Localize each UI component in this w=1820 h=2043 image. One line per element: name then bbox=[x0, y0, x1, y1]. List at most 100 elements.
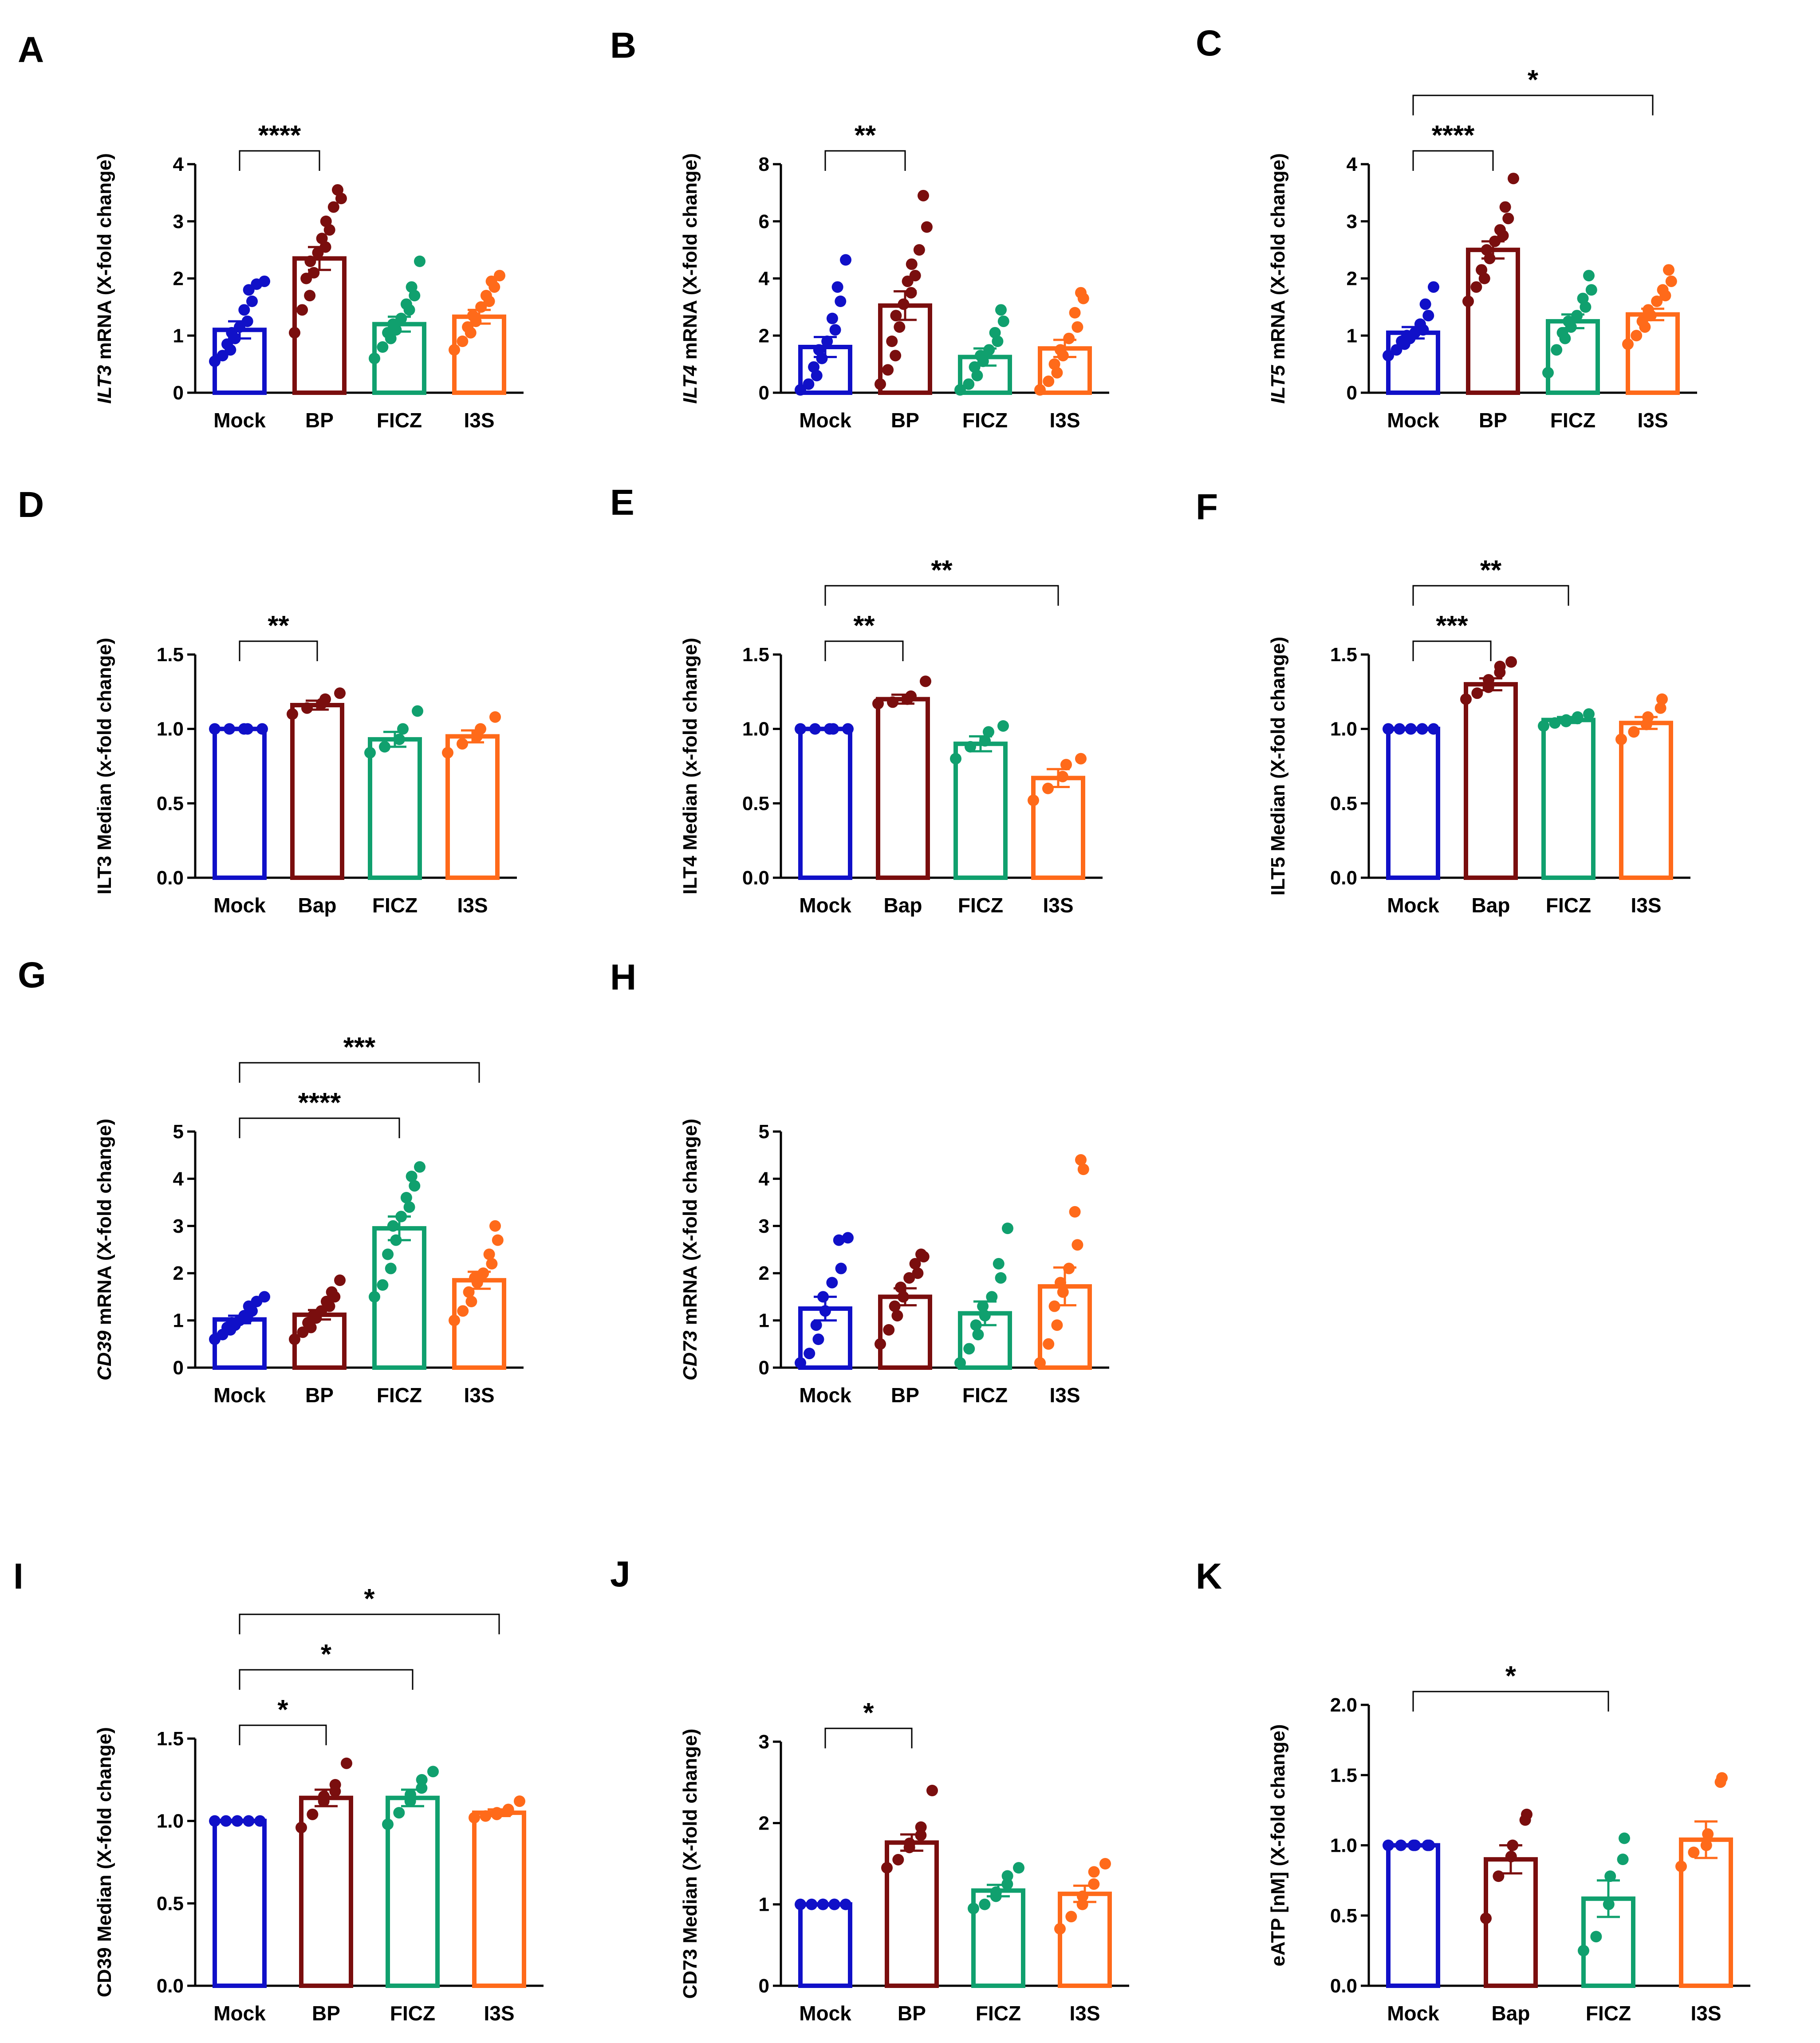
data-point-bp bbox=[889, 1300, 901, 1312]
data-point-ficz bbox=[969, 361, 981, 373]
data-point-i3s bbox=[1051, 1319, 1063, 1331]
panel-F: F 0.0 0.5 1.0 1.5 ILT5 Median (X-fold change)… bbox=[1196, 487, 1690, 917]
data-point-mock bbox=[795, 384, 806, 396]
panel-label: E bbox=[610, 482, 634, 523]
data-point-bp bbox=[903, 1272, 915, 1284]
data-point-bp bbox=[1476, 264, 1488, 276]
data-point-i3s bbox=[1072, 321, 1083, 333]
data-point-i3s bbox=[1057, 770, 1068, 782]
data-point-ficz bbox=[995, 304, 1007, 316]
data-point-mock bbox=[1428, 281, 1439, 293]
data-point-i3s bbox=[469, 1812, 480, 1824]
data-point-i3s bbox=[1042, 782, 1054, 794]
data-point-bp bbox=[296, 304, 308, 316]
data-point-ficz bbox=[1571, 310, 1583, 322]
data-point-mock bbox=[806, 1898, 818, 1910]
data-point-bap bbox=[920, 675, 931, 687]
category-label: Mock bbox=[213, 2002, 266, 2025]
significance-bracket bbox=[239, 1117, 400, 1138]
data-point-bp bbox=[341, 1757, 352, 1769]
data-point-i3s bbox=[1651, 296, 1663, 307]
data-point-ficz bbox=[369, 352, 380, 364]
data-point-i3s bbox=[1072, 1239, 1083, 1251]
data-point-mock bbox=[246, 296, 258, 307]
data-point-ficz bbox=[427, 1766, 439, 1778]
data-point-i3s bbox=[494, 270, 505, 282]
data-point-mock bbox=[842, 1232, 854, 1244]
y-tick-label: 3 bbox=[173, 211, 184, 233]
data-point-mock bbox=[810, 1319, 822, 1331]
data-point-ficz bbox=[979, 1898, 991, 1910]
data-point-i3s bbox=[1065, 1911, 1077, 1923]
data-point-bp bbox=[1481, 244, 1493, 256]
data-point-bap bbox=[334, 687, 346, 699]
data-point-ficz bbox=[970, 1319, 982, 1331]
significance-bracket bbox=[1412, 95, 1654, 115]
data-point-ficz bbox=[393, 1807, 405, 1819]
y-axis-label: CD39 mRNA (X-fold change) bbox=[94, 1119, 115, 1380]
data-point-i3s bbox=[1077, 1890, 1088, 1902]
category-label: FICZ bbox=[962, 409, 1008, 432]
data-point-i3s bbox=[1702, 1828, 1714, 1840]
y-axis-label-text: mRNA (X-fold change) bbox=[679, 1119, 701, 1330]
data-point-i3s bbox=[1063, 332, 1075, 344]
data-point-ficz bbox=[997, 316, 1009, 327]
data-point-i3s bbox=[457, 335, 469, 347]
data-point-bap bbox=[301, 702, 313, 714]
data-point-mock bbox=[241, 316, 253, 327]
data-point-i3s bbox=[457, 1305, 469, 1317]
bar-mock bbox=[1386, 726, 1440, 880]
data-point-i3s bbox=[1657, 284, 1669, 296]
panel-label: F bbox=[1196, 487, 1218, 527]
bar-ficz bbox=[953, 741, 1008, 880]
data-point-ficz bbox=[986, 1291, 998, 1303]
y-tick-label: 2 bbox=[759, 1812, 769, 1834]
data-point-i3s bbox=[1034, 384, 1046, 396]
category-label: FICZ bbox=[1586, 2002, 1631, 2025]
data-point-ficz bbox=[1572, 711, 1584, 723]
y-tick-label: 4 bbox=[173, 154, 184, 175]
data-point-ficz bbox=[416, 1774, 428, 1786]
data-point-mock bbox=[840, 1898, 851, 1910]
data-point-mock bbox=[835, 296, 847, 307]
y-tick-label: 2 bbox=[173, 1262, 184, 1284]
data-point-bap bbox=[1507, 1839, 1519, 1851]
data-point-bap bbox=[287, 708, 298, 720]
data-point-bp bbox=[890, 350, 902, 362]
data-point-bp bbox=[1502, 213, 1514, 225]
y-tick-label: 1 bbox=[759, 1310, 769, 1332]
significance-label: **** bbox=[1432, 120, 1475, 151]
category-label: Mock bbox=[1387, 409, 1439, 432]
y-tick-label: 0.5 bbox=[157, 793, 184, 814]
y-tick-label: 0 bbox=[759, 1357, 769, 1379]
data-point-bp bbox=[334, 1274, 346, 1286]
category-label: Mock bbox=[799, 2002, 851, 2025]
data-point-ficz bbox=[993, 1258, 1005, 1270]
data-point-i3s bbox=[1688, 1846, 1700, 1858]
data-point-ficz bbox=[387, 1220, 399, 1232]
y-tick-label: 3 bbox=[759, 1215, 769, 1237]
data-point-ficz bbox=[397, 723, 409, 735]
data-point-i3s bbox=[502, 1803, 514, 1815]
data-point-i3s bbox=[1716, 1772, 1728, 1784]
data-point-ficz bbox=[954, 1357, 966, 1369]
data-point-mock bbox=[1383, 723, 1394, 735]
data-point-mock bbox=[840, 254, 851, 266]
data-point-ficz bbox=[416, 1782, 428, 1794]
significance-bracket bbox=[1412, 1691, 1609, 1712]
significance-bracket bbox=[239, 1669, 414, 1690]
panel-label: B bbox=[610, 25, 636, 66]
data-point-ficz bbox=[997, 720, 1009, 732]
significance-label: *** bbox=[1436, 611, 1468, 641]
data-point-mock bbox=[821, 335, 833, 347]
data-point-i3s bbox=[1075, 753, 1087, 765]
data-point-i3s bbox=[1055, 344, 1066, 356]
data-point-i3s bbox=[486, 1258, 498, 1270]
category-label: I3S bbox=[484, 2002, 514, 2025]
significance-bracket bbox=[824, 1727, 913, 1748]
data-point-mock bbox=[829, 324, 841, 336]
significance-label: * bbox=[321, 1639, 332, 1670]
data-point-ficz bbox=[1603, 1898, 1615, 1910]
data-point-i3s bbox=[480, 1810, 492, 1822]
data-point-bp bbox=[906, 258, 918, 270]
